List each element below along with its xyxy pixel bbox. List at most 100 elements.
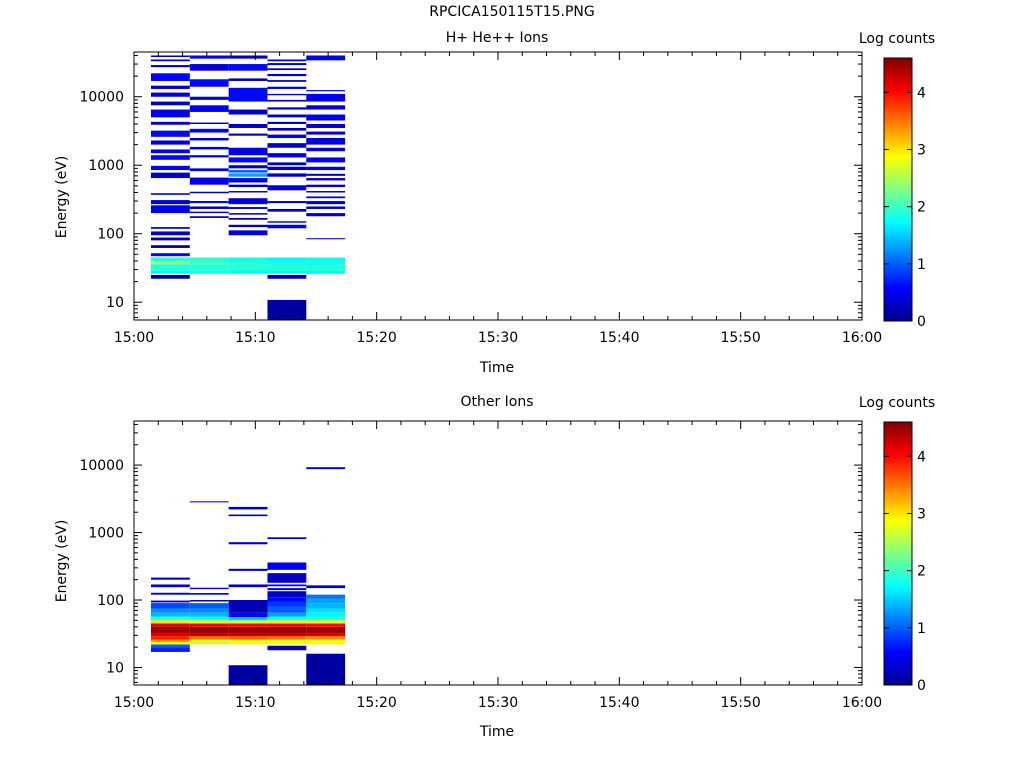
colorbar: Log counts 0 1 2 3 4 — [859, 31, 935, 330]
y-axis-label: Energy (eV) — [54, 156, 70, 239]
heatmap-cell — [267, 257, 307, 261]
x-tick-label: 15:30 — [478, 695, 518, 711]
heatmap-cell — [306, 626, 346, 633]
heatmap-cell — [228, 514, 268, 517]
heatmap-cell — [228, 620, 268, 624]
heatmap-cell — [189, 206, 229, 209]
heatmap-cell — [267, 562, 307, 570]
heatmap-cell — [267, 591, 307, 598]
heatmap-cell — [150, 644, 190, 648]
colorbar-gradient — [883, 57, 913, 322]
heatmap-cell — [267, 623, 307, 627]
heatmap-cell — [267, 63, 307, 66]
heatmap-cells — [150, 467, 346, 685]
heatmap-cell — [306, 653, 346, 685]
heatmap-cell — [189, 216, 229, 218]
heatmap-cell — [189, 96, 229, 100]
heatmap-cell — [306, 93, 346, 102]
heatmap-cell — [150, 264, 190, 271]
heatmap-cell — [306, 55, 346, 61]
panel-title: Other Ions — [460, 394, 533, 410]
heatmap-cell — [306, 639, 346, 645]
heatmap-cell — [150, 101, 190, 106]
heatmap-cell — [306, 196, 346, 199]
heatmap-cell — [306, 184, 346, 188]
heatmap-cell — [189, 128, 229, 133]
heatmap-cell — [267, 612, 307, 617]
heatmap-cell — [306, 585, 346, 589]
heatmap-cell — [228, 55, 268, 59]
heatmap-cell — [267, 127, 307, 131]
x-tick-label: 16:00 — [842, 695, 882, 711]
heatmap-cell — [267, 264, 307, 271]
heatmap-cell — [267, 201, 307, 204]
x-tick-label: 15:50 — [720, 330, 760, 346]
colorbar-tick-label: 4 — [917, 449, 926, 465]
x-tick-label: 15:30 — [478, 330, 518, 346]
y-tick-label: 10000 — [79, 458, 124, 474]
x-axis-ticks: 15:00 15:10 15:20 15:30 15:40 15:50 16:00 — [114, 421, 882, 711]
x-tick-label: 15:50 — [720, 695, 760, 711]
heatmap-cell — [228, 191, 268, 193]
heatmap-cell — [189, 603, 229, 609]
heatmap-cell — [189, 201, 229, 204]
colorbar-tick-label: 4 — [917, 85, 926, 101]
heatmap-cell — [150, 149, 190, 154]
heatmap-cell — [306, 201, 346, 205]
heatmap-cell — [267, 626, 307, 633]
heatmap-cell — [189, 211, 229, 214]
heatmap-cell — [267, 162, 307, 166]
heatmap-cell — [306, 612, 346, 617]
heatmap-cell — [189, 105, 229, 112]
heatmap-cell — [150, 140, 190, 145]
x-tick-label: 15:00 — [114, 330, 154, 346]
heatmap-cell — [150, 616, 190, 621]
heatmap-cell — [306, 616, 346, 621]
heatmap-cell — [306, 608, 346, 613]
heatmap-cell — [150, 636, 190, 640]
heatmap-cell — [267, 260, 307, 265]
x-tick-label: 15:40 — [599, 695, 639, 711]
heatmap-cell — [150, 65, 190, 68]
heatmap-cell — [189, 608, 229, 613]
heatmap-cell — [189, 64, 229, 71]
heatmap-cell — [150, 270, 190, 274]
heatmap-cell — [189, 137, 229, 141]
x-tick-label: 15:20 — [356, 695, 396, 711]
heatmap-cell — [267, 107, 307, 110]
heatmap-cell — [267, 601, 307, 607]
heatmap-cell — [189, 260, 229, 265]
x-tick-label: 15:40 — [599, 330, 639, 346]
heatmap-cell — [150, 172, 190, 179]
x-tick-label: 16:00 — [842, 330, 882, 346]
heatmap-cell — [150, 603, 190, 609]
heatmap-cell — [150, 253, 190, 257]
heatmap-cell — [189, 191, 229, 194]
y-tick-label: 100 — [97, 593, 124, 609]
heatmap-cell — [228, 173, 268, 177]
heatmap-cell — [150, 85, 190, 89]
colorbar-tick-label: 1 — [917, 621, 926, 637]
heatmap-cell — [267, 620, 307, 624]
heatmap-cell — [267, 632, 307, 637]
panel-other-ions: Other Ions 15:00 15:10 15:20 15:30 15:40 15:5… — [54, 394, 935, 740]
y-axis-ticks: 10 100 1000 10000 — [79, 55, 862, 318]
heatmap-cell — [228, 542, 268, 545]
y-axis-label: Energy (eV) — [54, 520, 70, 603]
heatmap-cell — [189, 146, 229, 150]
heatmap-cell — [228, 157, 268, 163]
heatmap-cell — [228, 612, 268, 618]
heatmap-cell — [150, 55, 190, 58]
heatmap-cell — [267, 166, 307, 171]
heatmap-cell — [189, 616, 229, 621]
heatmap-cell — [150, 59, 190, 62]
heatmap-cell — [150, 584, 190, 588]
x-tick-label: 15:20 — [356, 330, 396, 346]
heatmap-cell — [150, 612, 190, 617]
heatmap-cell — [267, 93, 307, 96]
heatmap-cell — [150, 623, 190, 627]
heatmap-cell — [267, 173, 307, 177]
heatmap-cell — [150, 632, 190, 637]
heatmap-cell — [228, 665, 268, 685]
heatmap-cell — [267, 606, 307, 613]
